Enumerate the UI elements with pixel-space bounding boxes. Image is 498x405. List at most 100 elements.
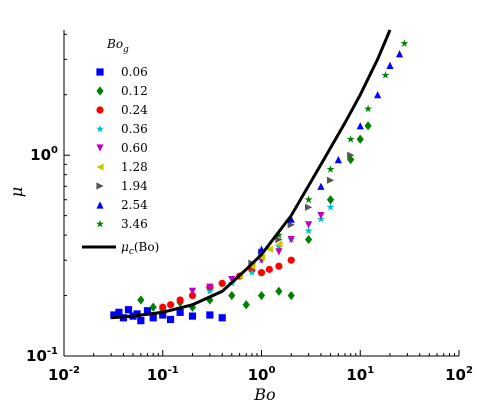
legend-item: 1.28 [96,160,148,174]
data-point [287,256,295,264]
data-point [326,195,335,205]
data-point [159,311,167,319]
legend-marker [96,182,104,190]
data-point [287,221,295,229]
data-point [275,240,283,248]
series-0.60 [188,212,325,295]
series-0.24 [159,256,295,311]
data-point [137,295,145,305]
y-tick-exp: -1 [47,346,58,357]
x-tick-base: 10 [147,366,168,384]
data-point [287,235,295,244]
data-point [149,314,157,322]
legend-item: μc(Bo) [82,240,159,257]
data-point [110,311,118,319]
data-point [317,182,325,190]
data-point [274,242,283,251]
x-tick-base: 10 [445,366,466,384]
legend-label: 1.28 [121,160,148,174]
legend-item: 1.94 [96,179,148,193]
y-tick-exp: 0 [51,145,58,156]
data-point [257,253,266,261]
data-point [206,295,214,305]
data-point [275,248,283,256]
data-point [166,315,175,324]
legend-label: μc(Bo) [121,240,159,257]
legend-marker [96,144,104,152]
data-point [317,212,325,220]
legend-item: 3.46 [96,217,148,231]
data-point [395,50,404,58]
x-tick-exp: -1 [168,365,179,376]
legend-label: 0.60 [121,141,148,155]
data-point [287,215,295,223]
data-point [326,165,335,173]
legend-item: 0.36 [96,122,148,136]
data-point [206,283,214,291]
legend-label: 0.06 [121,65,148,79]
legend-marker [96,106,104,114]
x-tick-label: 102 [445,365,473,384]
data-point [205,287,214,295]
data-point [275,286,283,296]
y-tick-base: 10 [26,347,47,365]
data-point [265,245,273,253]
y-tick-label: 10-1 [26,346,58,365]
data-point [228,276,236,284]
x-tick-base: 10 [48,366,69,384]
data-point [206,311,214,319]
data-point [386,61,394,69]
data-point [228,290,236,301]
data-point [364,121,372,131]
x-tick-label: 10-1 [147,365,179,384]
data-point [305,234,313,245]
data-point [346,135,355,143]
data-point [247,268,256,277]
data-point [326,203,335,211]
data-point [188,287,197,295]
data-point [274,230,283,239]
legend-item: 0.60 [96,141,148,155]
legend-title: Bog [106,37,129,55]
legend-label: 0.36 [121,122,148,136]
legend-label: 2.54 [121,198,148,212]
data-point [364,104,373,113]
data-point [188,312,197,320]
data-point [347,155,355,165]
data-point [218,314,226,322]
data-point [159,303,167,311]
x-tick-base: 10 [346,366,367,384]
data-point [124,306,133,314]
fit-curve-line [110,29,392,320]
legend-title-sub: g [123,45,129,55]
x-tick-label: 10-2 [48,365,80,384]
series-0.12 [137,121,372,315]
legend-label: 3.46 [121,217,148,231]
data-point [133,310,141,318]
data-point [265,265,273,273]
legend-item: 0.12 [96,84,148,98]
data-point [257,290,266,301]
data-point [305,221,313,229]
data-point [381,71,390,79]
data-point [188,291,197,300]
data-point [334,156,342,164]
data-point [287,290,295,301]
x-tick-exp: -2 [69,365,80,376]
x-tick-exp: 0 [268,365,275,376]
data-point [347,151,355,159]
legend: Bog 0.06 0.12 0.24 0.36 0.60 1.28 1.94 2.54 3.46 μ… [82,37,159,257]
legend-title-main: Bo [106,37,123,51]
x-tick-exp: 2 [466,365,473,376]
legend-marker [96,163,104,171]
legend-item: 0.24 [96,103,148,117]
legend-label: 1.94 [121,179,148,193]
legend-marker [96,124,104,133]
data-point [242,300,250,310]
data-point [305,203,313,211]
x-tick-label: 100 [248,365,276,384]
data-point [374,91,382,99]
data-point [115,308,123,316]
legend-marker [96,86,104,96]
